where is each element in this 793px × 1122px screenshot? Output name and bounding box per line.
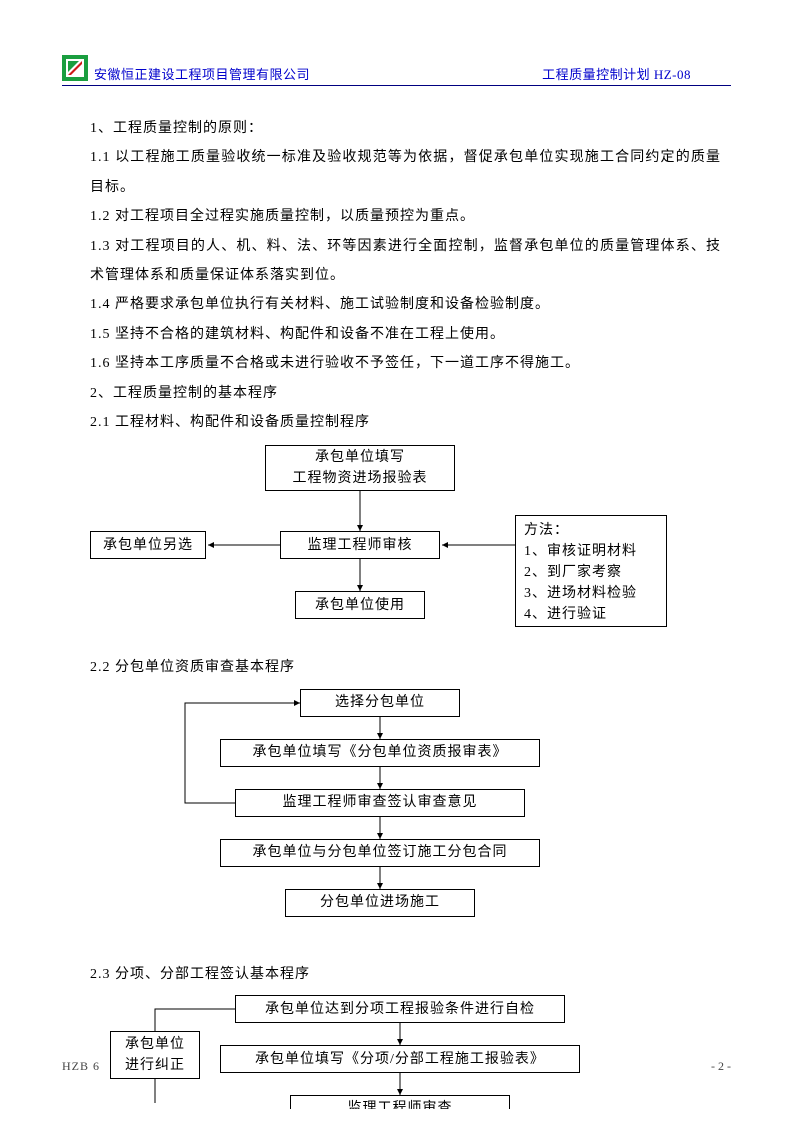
header-doc-title: 工程质量控制计划 HZ-08 — [542, 64, 731, 83]
flow3-box-self-check: 承包单位达到分项工程报验条件进行自检 — [235, 995, 565, 1023]
flow2-box-supervisor-sign: 监理工程师审查签认审查意见 — [235, 789, 525, 817]
flow1-methods-2: 2、到厂家考察 — [524, 562, 637, 583]
header-company-name: 安徽恒正建设工程项目管理有限公司 — [94, 64, 310, 83]
flow1-box1-line1: 承包单位填写 — [293, 447, 428, 468]
flow1-methods-4: 4、进行验证 — [524, 604, 637, 625]
flow1-box-supervisor-review: 监理工程师审核 — [280, 531, 440, 559]
para-1-4: 1.4 严格要求承包单位执行有关材料、施工试验制度和设备检验制度。 — [90, 290, 721, 319]
para-1-6: 1.6 坚持本工序质量不合格或未进行验收不予签任，下一道工序不得施工。 — [90, 349, 721, 378]
para-2-2: 2.2 分包单位资质审查基本程序 — [90, 653, 721, 682]
flow1-methods-1: 1、审核证明材料 — [524, 541, 637, 562]
page-header: 安徽恒正建设工程项目管理有限公司 工程质量控制计划 HZ-08 — [62, 55, 731, 86]
para-1-2: 1.2 对工程项目全过程实施质量控制，以质量预控为重点。 — [90, 202, 721, 231]
flow2-box-enter-site: 分包单位进场施工 — [285, 889, 475, 917]
flow1-box-methods: 方法： 1、审核证明材料 2、到厂家考察 3、进场材料检验 4、进行验证 — [515, 515, 667, 627]
document-body: 1、工程质量控制的原则： 1.1 以工程施工质量验收统一标准及验收规范等为依据，… — [62, 114, 731, 1103]
flow2-box-fill-qual-form: 承包单位填写《分包单位资质报审表》 — [220, 739, 540, 767]
flow1-box1-line2: 工程物资进场报验表 — [293, 468, 428, 489]
para-2-3: 2.3 分项、分部工程签认基本程序 — [90, 960, 721, 989]
company-logo-icon — [62, 55, 88, 81]
flow1-box-fill-form: 承包单位填写 工程物资进场报验表 — [265, 445, 455, 491]
flow1-methods-title: 方法： — [524, 520, 637, 541]
flowchart-2-1: 承包单位填写 工程物资进场报验表 监理工程师审核 承包单位使用 承包单位另选 方… — [90, 443, 670, 643]
flow2-box-select-sub: 选择分包单位 — [300, 689, 460, 717]
flowchart-2-2: 选择分包单位 承包单位填写《分包单位资质报审表》 监理工程师审查签认审查意见 承… — [90, 687, 670, 952]
footer-page-number: - 2 - — [711, 1059, 731, 1074]
flowchart-2-3: 承包单位达到分项工程报验条件进行自检 承包单位填写《分项/分部工程施工报验表》 … — [90, 993, 670, 1103]
flow1-box-contractor-reselect: 承包单位另选 — [90, 531, 206, 559]
flow3-correct-l1: 承包单位 — [125, 1034, 185, 1055]
para-1-5: 1.5 坚持不合格的建筑材料、构配件和设备不准在工程上使用。 — [90, 320, 721, 349]
flow1-box-contractor-use: 承包单位使用 — [295, 591, 425, 619]
para-1-1: 1.1 以工程施工质量验收统一标准及验收规范等为依据，督促承包单位实现施工合同约… — [90, 143, 721, 202]
para-1: 1、工程质量控制的原则： — [90, 114, 721, 143]
flow3-box-supervisor-review-partial: 监理工程师审查 — [290, 1095, 510, 1109]
flow1-methods-3: 3、进场材料检验 — [524, 583, 637, 604]
para-1-3: 1.3 对工程项目的人、机、料、法、环等因素进行全面控制，监督承包单位的质量管理… — [90, 232, 721, 291]
para-2-1: 2.1 工程材料、构配件和设备质量控制程序 — [90, 408, 721, 437]
page-footer: HZB 6 - 2 - — [62, 1059, 731, 1074]
flow2-box-sign-contract: 承包单位与分包单位签订施工分包合同 — [220, 839, 540, 867]
footer-code: HZB 6 — [62, 1059, 100, 1074]
para-2: 2、工程质量控制的基本程序 — [90, 379, 721, 408]
